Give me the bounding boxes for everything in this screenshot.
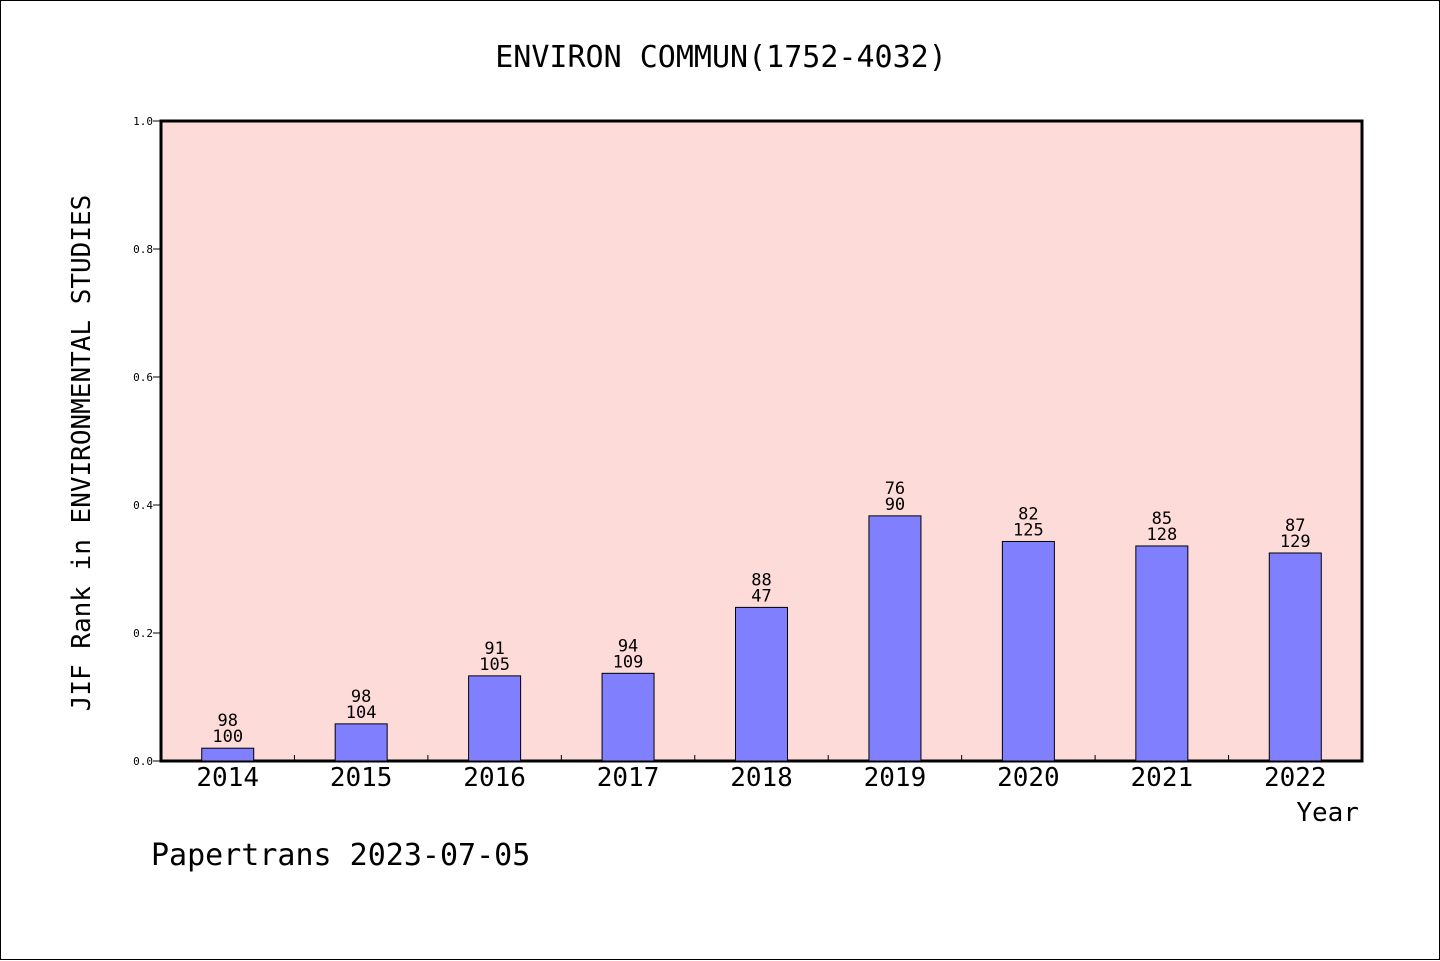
x-tick-label: 2021 (1131, 763, 1194, 793)
bar-2016 (468, 675, 522, 762)
bar-total-label: 47 (751, 586, 771, 606)
x-tick-label: 2017 (597, 763, 660, 793)
x-tick-label: 2018 (730, 763, 793, 793)
bar-total-label: 105 (479, 655, 510, 675)
bar-rank-label: 98 (351, 687, 371, 707)
y-axis: 0.0 0.2 0.4 0.6 0.8 1.0 (133, 115, 161, 768)
bar-rank-label: 82 (1018, 504, 1038, 524)
bar-total-label: 125 (1013, 520, 1044, 540)
y-tick-label: 0.8 (133, 243, 153, 256)
bar-rank-label: 88 (751, 570, 771, 590)
bar-2019 (868, 515, 922, 762)
x-tick-label: 2015 (330, 763, 393, 793)
bar-2017 (601, 672, 655, 762)
bar-rank-label: 87 (1285, 516, 1305, 536)
bar-total-label: 129 (1280, 532, 1311, 552)
y-tick-label: 1.0 (133, 115, 153, 128)
x-tick-label: 2022 (1264, 763, 1327, 793)
bar-2014 (201, 747, 255, 762)
bar-total-label: 109 (613, 652, 644, 672)
chart-title: ENVIRON COMMUN(1752-4032) (495, 40, 947, 75)
x-axis: 2014 2015 2016 2017 2018 2019 2020 2021 2022 (196, 755, 1327, 793)
bar-2018 (735, 606, 788, 762)
y-tick-label: 0.6 (133, 371, 153, 384)
x-tick-label: 2019 (864, 763, 927, 793)
bar-total-label: 104 (346, 703, 377, 723)
bar-total-label: 128 (1146, 525, 1177, 545)
y-tick-label: 0.0 (133, 755, 153, 768)
bar-rank-label: 91 (484, 639, 504, 659)
bar-2015 (334, 723, 388, 762)
bar-2022 (1268, 552, 1322, 762)
bar-rank-label: 98 (217, 711, 237, 731)
bar-total-label: 100 (212, 727, 243, 747)
bar-rank-label: 76 (885, 479, 905, 499)
y-tick-label: 0.4 (133, 499, 153, 512)
bar-rank-label: 94 (618, 636, 638, 656)
bar-rank-label: 85 (1152, 509, 1172, 529)
x-tick-label: 2020 (997, 763, 1060, 793)
y-axis-label: JIF Rank in ENVIRONMENTAL STUDIES (67, 195, 97, 712)
x-axis-label: Year (1296, 798, 1359, 828)
x-tick-label: 2014 (196, 763, 259, 793)
y-tick-label: 0.2 (133, 627, 153, 640)
bar-2020 (1001, 540, 1055, 762)
bar-2021 (1135, 545, 1189, 762)
bar-total-label: 90 (885, 495, 905, 515)
footer-text: Papertrans 2023-07-05 (151, 838, 530, 873)
bars-group (201, 515, 1322, 762)
x-tick-label: 2016 (463, 763, 526, 793)
